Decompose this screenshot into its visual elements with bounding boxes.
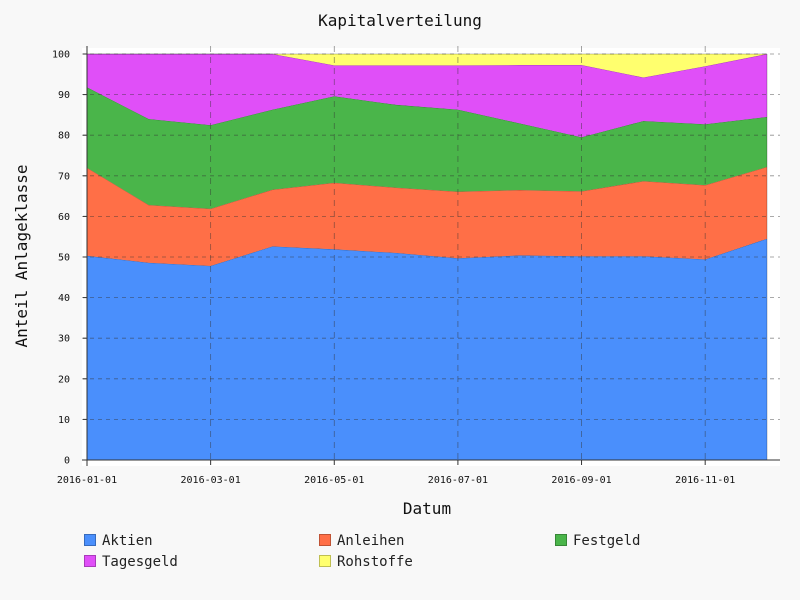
y-tick-label: 60 [58, 212, 70, 223]
y-tick-label: 30 [58, 334, 70, 345]
x-tick-label: 2016-03-01 [181, 475, 241, 486]
x-axis-label: Datum [403, 499, 451, 518]
legend-swatch [84, 534, 96, 546]
y-tick-label: 20 [58, 374, 70, 385]
area-festgeld [87, 87, 767, 209]
area-rohstoffe [87, 54, 767, 78]
legend-label: Anleihen [337, 533, 405, 549]
y-tick-label: 80 [58, 131, 70, 142]
legend-label: Tagesgeld [102, 554, 178, 570]
y-axis-label: Anteil Anlageklasse [12, 164, 31, 347]
x-tick-label: 2016-01-01 [57, 475, 117, 486]
legend-label: Aktien [102, 533, 153, 549]
area-tagesgeld [87, 54, 767, 138]
y-tick-label: 70 [58, 171, 70, 182]
legend-swatch [319, 555, 331, 567]
legend-swatch [84, 555, 96, 567]
legend-label: Rohstoffe [337, 554, 413, 570]
chart-title: Kapitalverteilung [318, 11, 482, 30]
area-aktien [87, 238, 767, 460]
legend-swatch [555, 534, 567, 546]
y-tick-label: 100 [52, 50, 70, 61]
legend-swatch [319, 534, 331, 546]
y-tick-label: 90 [58, 90, 70, 101]
y-tick-label: 50 [58, 253, 70, 264]
area-series-group [86, 53, 768, 460]
x-tick-label: 2016-11-01 [675, 475, 735, 486]
x-tick-label: 2016-07-01 [428, 475, 488, 486]
x-tick-label: 2016-05-01 [304, 475, 364, 486]
x-tick-label: 2016-09-01 [551, 475, 611, 486]
axes: 0 10 20 30 40 50 60 70 80 90 100 2016-01-01 2016-03-… [52, 46, 780, 486]
y-tick-label: 10 [58, 415, 70, 426]
y-tick-label: 0 [64, 456, 70, 467]
legend-label: Festgeld [573, 533, 641, 549]
y-tick-label: 40 [58, 293, 70, 304]
